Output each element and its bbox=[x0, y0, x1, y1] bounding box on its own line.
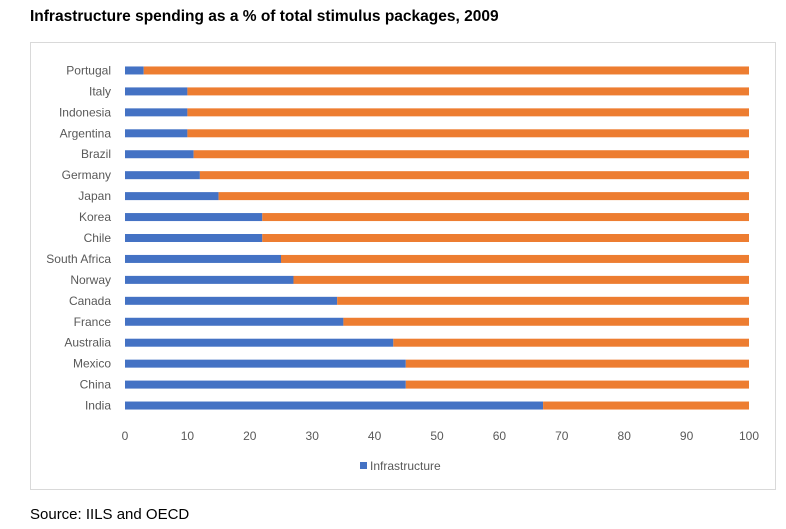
bar-other-portugal bbox=[143, 66, 750, 75]
bar-infrastructure-korea bbox=[125, 213, 263, 222]
bar-other-india bbox=[543, 401, 749, 410]
category-label: Germany bbox=[62, 168, 111, 182]
bar-infrastructure-norway bbox=[125, 275, 294, 284]
bars-group bbox=[125, 66, 750, 410]
bar-other-france bbox=[343, 317, 749, 326]
bar-infrastructure-germany bbox=[125, 171, 200, 180]
category-label: China bbox=[80, 378, 112, 392]
bar-infrastructure-india bbox=[125, 401, 544, 410]
x-tick-labels: 0 10 20 30 40 50 60 70 80 90 100 bbox=[122, 429, 760, 443]
bar-other-chile bbox=[262, 234, 749, 242]
category-label: Norway bbox=[70, 273, 111, 287]
category-label: South Africa bbox=[46, 252, 111, 266]
bar-other-argentina bbox=[187, 129, 749, 138]
bar-infrastructure-canada bbox=[125, 296, 338, 305]
bar-infrastructure-australia bbox=[125, 338, 394, 347]
category-label: Australia bbox=[64, 336, 111, 350]
x-tick-label: 100 bbox=[739, 429, 759, 443]
x-tick-label: 0 bbox=[122, 429, 129, 443]
bar-infrastructure-france bbox=[125, 317, 344, 326]
category-label: Italy bbox=[89, 84, 111, 98]
category-label: Indonesia bbox=[59, 105, 111, 119]
legend-swatch-infrastructure bbox=[360, 462, 367, 469]
category-label: Mexico bbox=[73, 357, 111, 371]
bar-infrastructure-south-africa bbox=[125, 254, 281, 263]
legend: Infrastructure bbox=[360, 459, 441, 473]
category-label: Japan bbox=[78, 189, 111, 203]
bar-infrastructure-japan bbox=[125, 192, 219, 201]
x-tick-label: 20 bbox=[243, 429, 257, 443]
bar-other-brazil bbox=[193, 150, 749, 159]
x-tick-label: 30 bbox=[306, 429, 320, 443]
bar-infrastructure-argentina bbox=[125, 129, 188, 138]
bar-other-australia bbox=[393, 338, 749, 347]
bar-infrastructure-brazil bbox=[125, 150, 194, 159]
category-label: India bbox=[85, 399, 111, 413]
x-tick-label: 80 bbox=[618, 429, 632, 443]
category-label: Argentina bbox=[60, 126, 112, 140]
bar-other-south-africa bbox=[281, 254, 749, 263]
bar-other-germany bbox=[199, 171, 749, 180]
category-label: France bbox=[74, 315, 112, 329]
x-tick-label: 60 bbox=[493, 429, 507, 443]
bar-infrastructure-mexico bbox=[125, 359, 406, 368]
source-note: Source: IILS and OECD bbox=[30, 506, 190, 523]
category-labels: Portugal Italy Indonesia Argentina Brazil Ger… bbox=[46, 63, 111, 412]
bar-other-mexico bbox=[405, 359, 749, 368]
category-label: Canada bbox=[69, 294, 111, 308]
bar-other-japan bbox=[218, 192, 750, 201]
x-tick-label: 90 bbox=[680, 429, 694, 443]
bar-other-norway bbox=[293, 275, 749, 284]
bar-infrastructure-chile bbox=[125, 234, 263, 242]
x-tick-label: 40 bbox=[368, 429, 382, 443]
bar-infrastructure-portugal bbox=[125, 66, 144, 75]
category-label: Chile bbox=[84, 231, 112, 245]
bar-other-china bbox=[405, 380, 749, 389]
bar-infrastructure-indonesia bbox=[125, 108, 188, 117]
category-label: Korea bbox=[79, 210, 111, 224]
x-tick-label: 10 bbox=[181, 429, 195, 443]
bar-infrastructure-china bbox=[125, 380, 406, 389]
bar-infrastructure-italy bbox=[125, 87, 188, 96]
bar-other-italy bbox=[187, 87, 749, 96]
category-label: Portugal bbox=[66, 63, 111, 77]
x-tick-label: 50 bbox=[430, 429, 444, 443]
x-tick-label: 70 bbox=[555, 429, 569, 443]
bar-other-canada bbox=[337, 296, 749, 305]
legend-label-infrastructure: Infrastructure bbox=[370, 459, 441, 473]
bar-other-korea bbox=[262, 213, 749, 222]
chart-area: Portugal Italy Indonesia Argentina Brazil Ger… bbox=[30, 42, 776, 490]
category-label: Brazil bbox=[81, 147, 111, 161]
chart-svg: Portugal Italy Indonesia Argentina Brazil Ger… bbox=[46, 63, 760, 473]
chart-title: Infrastructure spending as a % of total … bbox=[30, 8, 499, 25]
bar-other-indonesia bbox=[187, 108, 749, 117]
